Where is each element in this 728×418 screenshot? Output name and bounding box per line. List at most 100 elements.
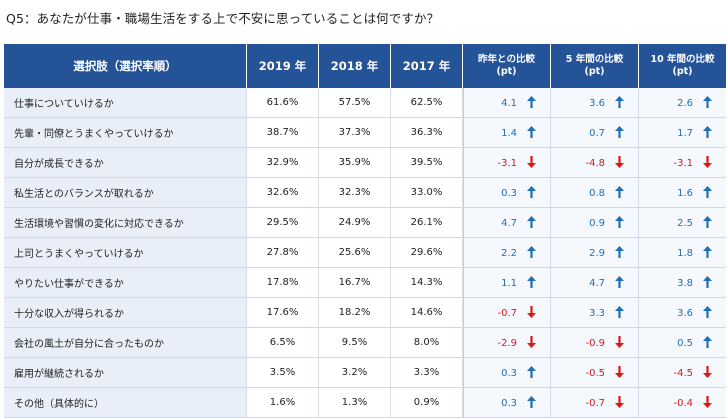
value-2017: 62.5% [391,88,463,118]
diff-5y-value: -0.5 [585,368,605,379]
diff-10y-value: 1.8 [677,248,693,259]
value-2018: 32.3% [319,178,391,208]
arrow-up-icon [703,126,712,139]
diff-5y-cell: -0.9 [551,328,639,358]
value-2017: 8.0% [391,328,463,358]
diff-5y-cell: -4.8 [551,148,639,178]
option-label: 十分な収入が得られるか [4,298,247,328]
diff-prev-value: 0.3 [501,398,517,409]
diff-10y-cell: 3.8 [639,268,726,298]
diff-5y-value: 3.3 [589,308,605,319]
diff-5y-value: 0.7 [589,128,605,139]
header-diff-5y: 5 年間の比較 (pt) [551,44,639,88]
arrow-down-icon [527,336,536,349]
value-2018: 24.9% [319,208,391,238]
arrow-down-icon [615,396,624,409]
diff-5y-value: -0.9 [585,338,605,349]
diff-5y-cell: 3.6 [551,88,639,118]
diff-5y-cell: 0.9 [551,208,639,238]
diff-5y-value: 0.8 [589,188,605,199]
header-2018: 2018 年 [319,44,391,88]
value-2019: 3.5% [247,358,319,388]
value-2019: 17.8% [247,268,319,298]
diff-10y-cell: 0.5 [639,328,726,358]
value-2017: 33.0% [391,178,463,208]
diff-5y-cell: -0.5 [551,358,639,388]
arrow-down-icon [703,396,712,409]
value-2018: 3.2% [319,358,391,388]
value-2018: 9.5% [319,328,391,358]
table-row: 私生活とのバランスが取れるか 32.6% 32.3% 33.0% 0.3 0.8 1.6 [4,178,726,208]
diff-prev-value: 0.3 [501,368,517,379]
arrow-up-icon [615,186,624,199]
diff-10y-value: 1.6 [677,188,693,199]
arrow-up-icon [703,246,712,259]
diff-prev-value: 4.1 [501,98,517,109]
value-2019: 1.6% [247,388,319,418]
diff-prev-value: 2.2 [501,248,517,259]
table-row: やりたい仕事ができるか 17.8% 16.7% 14.3% 1.1 4.7 3.8 [4,268,726,298]
diff-10y-value: -0.4 [673,398,693,409]
value-2019: 6.5% [247,328,319,358]
value-2018: 57.5% [319,88,391,118]
diff-prev-value: 1.1 [501,278,517,289]
value-2017: 14.6% [391,298,463,328]
arrow-down-icon [615,156,624,169]
value-2017: 3.3% [391,358,463,388]
value-2018: 35.9% [319,148,391,178]
value-2019: 17.6% [247,298,319,328]
arrow-down-icon [615,336,624,349]
option-label: 仕事についていけるか [4,88,247,118]
arrow-up-icon [703,186,712,199]
diff-10y-cell: 2.5 [639,208,726,238]
value-2019: 38.7% [247,118,319,148]
option-label: 雇用が継続されるか [4,358,247,388]
value-2019: 29.5% [247,208,319,238]
arrow-up-icon [615,276,624,289]
value-2017: 29.6% [391,238,463,268]
value-2018: 1.3% [319,388,391,418]
diff-prev-cell: -0.7 [463,298,551,328]
header-diff-5y-line1: 5 年間の比較 [565,54,624,65]
option-label: 先輩・同僚とうまくやっていけるか [4,118,247,148]
arrow-up-icon [615,126,624,139]
option-label: その他（具体的に） [4,388,247,418]
header-diff-10y: 10 年間の比較 (pt) [639,44,726,88]
diff-prev-cell: 4.7 [463,208,551,238]
diff-prev-cell: 0.3 [463,178,551,208]
value-2018: 16.7% [319,268,391,298]
table-row: 自分が成長できるか 32.9% 35.9% 39.5% -3.1 -4.8 -3.1 [4,148,726,178]
question-title: Q5：あなたが仕事・職場生活をする上で不安に思っていることは何ですか？ [6,11,440,26]
arrow-up-icon [703,216,712,229]
diff-5y-cell: 2.9 [551,238,639,268]
diff-10y-cell: 1.7 [639,118,726,148]
value-2017: 0.9% [391,388,463,418]
table-row: 雇用が継続されるか 3.5% 3.2% 3.3% 0.3 -0.5 -4.5 [4,358,726,388]
option-label: 生活環境や習慣の変化に対応できるか [4,208,247,238]
value-2019: 32.9% [247,148,319,178]
diff-prev-value: -0.7 [497,308,517,319]
table-row: 会社の風土が自分に合ったものか 6.5% 9.5% 8.0% -2.9 -0.9 0.5 [4,328,726,358]
diff-5y-value: 2.9 [589,248,605,259]
diff-prev-value: 1.4 [501,128,517,139]
value-2018: 18.2% [319,298,391,328]
survey-table: 選択肢（選択率順） 2019 年 2018 年 2017 年 昨年との比較 (p… [4,44,726,418]
header-row: 選択肢（選択率順） 2019 年 2018 年 2017 年 昨年との比較 (p… [4,44,726,88]
diff-10y-cell: -0.4 [639,388,726,418]
value-2019: 32.6% [247,178,319,208]
diff-10y-cell: -4.5 [639,358,726,388]
diff-prev-value: 4.7 [501,218,517,229]
diff-5y-cell: 3.3 [551,298,639,328]
arrow-up-icon [527,366,536,379]
arrow-up-icon [703,96,712,109]
diff-5y-cell: 0.7 [551,118,639,148]
diff-prev-cell: 0.3 [463,358,551,388]
header-diff-10y-line1: 10 年間の比較 [650,54,715,65]
table-row: 生活環境や習慣の変化に対応できるか 29.5% 24.9% 26.1% 4.7 0.9 2.… [4,208,726,238]
header-diff-prev-line1: 昨年との比較 [478,54,535,65]
table-row: 十分な収入が得られるか 17.6% 18.2% 14.6% -0.7 3.3 3.6 [4,298,726,328]
arrow-up-icon [527,186,536,199]
diff-prev-value: 0.3 [501,188,517,199]
table-row: その他（具体的に） 1.6% 1.3% 0.9% 0.3 -0.7 -0.4 [4,388,726,418]
arrow-up-icon [527,96,536,109]
